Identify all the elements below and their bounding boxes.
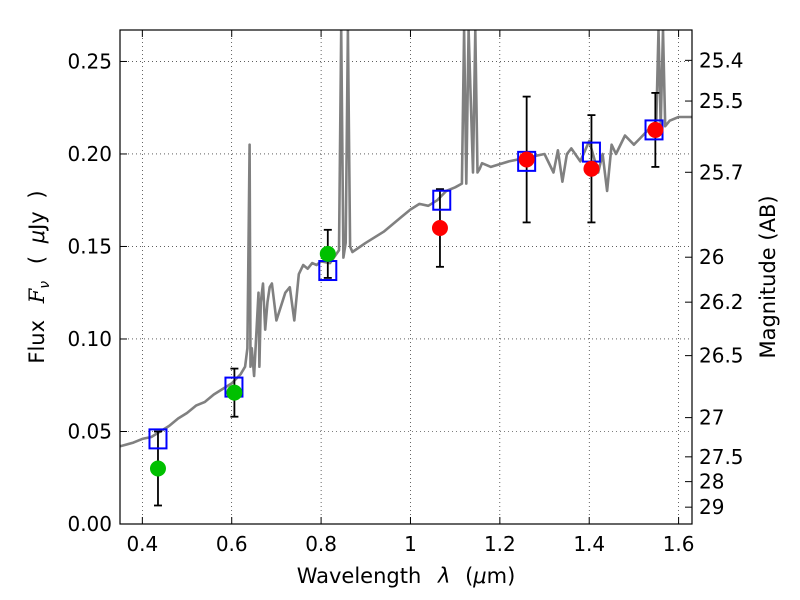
x-tick-label: 1.4 bbox=[573, 532, 605, 556]
y2-tick-label: 26 bbox=[699, 245, 724, 269]
y-label-mu: μ bbox=[25, 230, 49, 244]
observed-point bbox=[149, 460, 166, 477]
x-tick-label: 0.8 bbox=[305, 532, 337, 556]
x-label-lambda: λ bbox=[437, 564, 450, 588]
y2-tick-label: 28 bbox=[699, 470, 724, 494]
x-tick-label: 1.6 bbox=[663, 532, 695, 556]
y2-axis-label: Magnitude (AB) bbox=[756, 195, 780, 358]
y2-tick-label: 26.5 bbox=[699, 344, 744, 368]
y-tick-label: 0.20 bbox=[67, 142, 112, 166]
y2-tick-label: 25.4 bbox=[699, 48, 744, 72]
y-axis-label: Flux Fν ( μJy ) bbox=[25, 190, 54, 363]
y-tick-label: 0.05 bbox=[67, 419, 112, 443]
y-tick-label: 0.25 bbox=[67, 49, 112, 73]
y-label-open: ( bbox=[25, 256, 49, 264]
y-axis: 0.00 0.05 0.10 0.15 0.20 0.25 bbox=[67, 49, 127, 536]
y-label-close: ) bbox=[25, 190, 49, 198]
y-label-nu: ν bbox=[37, 281, 53, 289]
x-tick-label: 0.4 bbox=[126, 532, 158, 556]
y2-tick-label: 29 bbox=[699, 495, 724, 519]
x-tick-label: 0.6 bbox=[216, 532, 248, 556]
x-tick-label: 1 bbox=[404, 532, 417, 556]
spectrum-line bbox=[120, 30, 692, 448]
observed-point bbox=[583, 160, 600, 177]
y-label-f: F bbox=[25, 287, 49, 304]
y-tick-label: 0.10 bbox=[67, 327, 112, 351]
y2-tick-label: 27 bbox=[699, 406, 724, 430]
y2-tick-label: 26.2 bbox=[699, 290, 744, 314]
observed-point bbox=[518, 151, 535, 168]
model-square-marker bbox=[148, 428, 168, 450]
x-label-word: Wavelength bbox=[297, 564, 422, 588]
y-tick-label: 0.15 bbox=[67, 234, 112, 258]
y2-tick-label: 27.5 bbox=[699, 445, 744, 469]
y-label-unit: Jy bbox=[25, 211, 49, 232]
plot-area bbox=[120, 30, 692, 524]
observed-point bbox=[319, 245, 336, 262]
observed-point bbox=[226, 384, 243, 401]
observed-point bbox=[647, 121, 664, 138]
x-axis-label: Wavelength λ (μm) bbox=[297, 564, 516, 588]
y2-tick-label: 25.5 bbox=[699, 89, 744, 113]
model-square-marker bbox=[432, 189, 452, 211]
x-axis: 0.4 0.6 0.8 1 1.2 1.4 1.6 bbox=[126, 30, 695, 556]
x-label-open: ( bbox=[465, 564, 473, 588]
plot-frame bbox=[119, 29, 693, 525]
y2-tick-label: 25.7 bbox=[699, 160, 744, 184]
x-label-unit: m) bbox=[487, 564, 516, 588]
x-tick-label: 1.2 bbox=[484, 532, 516, 556]
plot-content bbox=[120, 30, 692, 507]
observed-point bbox=[431, 219, 448, 236]
x-label-mu: μ bbox=[472, 564, 486, 588]
y-tick-label: 0.00 bbox=[67, 512, 112, 536]
y-label-word: Flux bbox=[25, 320, 49, 364]
